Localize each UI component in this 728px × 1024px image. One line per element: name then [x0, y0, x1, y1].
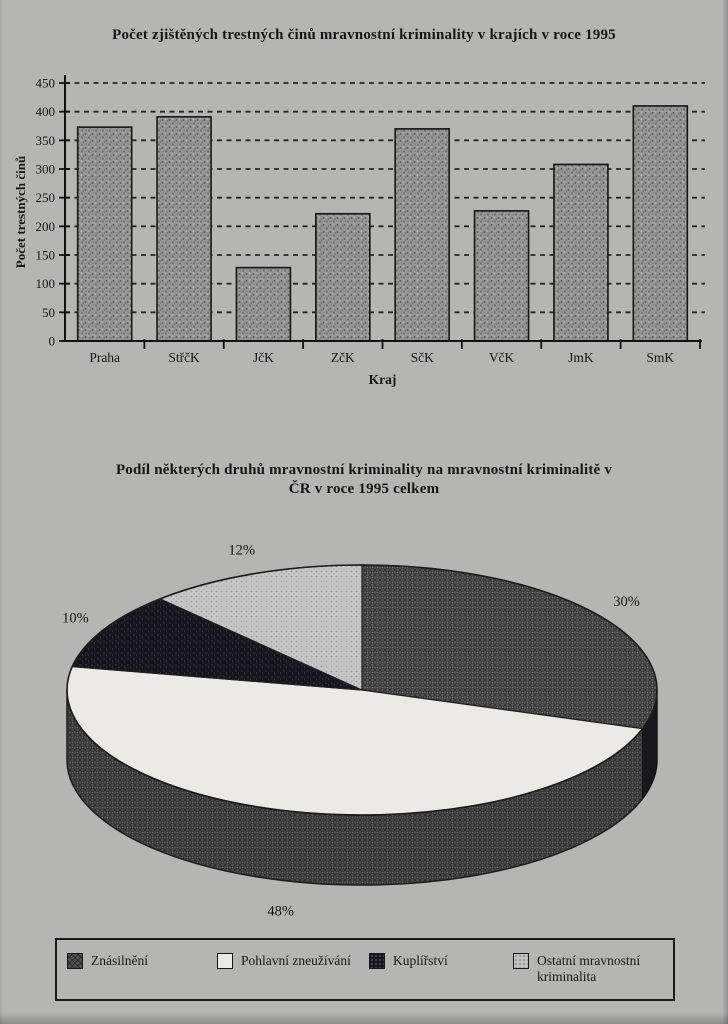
- x-category-label: StřčK: [168, 350, 200, 365]
- y-tick-label: 400: [36, 104, 56, 119]
- legend-swatch-crosshatch: [67, 953, 83, 969]
- legend-label: Pohlavní zneužívání: [241, 953, 351, 968]
- y-tick-label: 300: [36, 162, 56, 177]
- pie-chart-title-line2: ČR v roce 1995 celkem: [288, 481, 440, 497]
- legend-label: Ostatní mravnostní kriminalita: [537, 953, 641, 984]
- x-category-label: SčK: [411, 350, 435, 365]
- bar-střčk: [156, 116, 212, 342]
- x-category-label: VčK: [489, 350, 515, 365]
- y-tick-label: 350: [36, 133, 56, 148]
- y-tick-label: 250: [36, 190, 56, 205]
- y-tick-label: 100: [36, 276, 56, 291]
- pie-chart: 30% 48% 10% 12%: [62, 543, 658, 919]
- pie-percent-label: 48%: [267, 903, 294, 919]
- legend-item-1: Pohlavní zneužívání: [217, 953, 392, 969]
- legend-label: Kuplířství: [393, 953, 448, 968]
- x-category-label: Praha: [89, 350, 120, 365]
- legend-item-0: Znásilnění: [67, 953, 207, 969]
- bar-chart-title: Počet zjištěných trestných činů mravnost…: [112, 27, 616, 43]
- pie-percent-label: 12%: [228, 543, 255, 559]
- x-category-label: ZčK: [331, 350, 355, 365]
- x-category-label: JmK: [568, 350, 594, 365]
- legend-swatch-plain: [217, 953, 233, 969]
- bar-jčk: [235, 266, 292, 342]
- pie-percent-label: 30%: [613, 594, 640, 610]
- pie-chart-title: Podíl některých druhů mravnostní krimina…: [30, 461, 698, 499]
- legend-swatch-dots: [513, 953, 529, 969]
- legend-swatch-speckle: [369, 953, 385, 969]
- y-tick-label: 150: [36, 248, 56, 263]
- pie-percent-label: 10%: [62, 610, 89, 626]
- bar-sčk: [394, 128, 450, 342]
- bar-chart: 0 50 100 150 200 250 300 350 400 450 Praha StřčK JčK…: [36, 75, 705, 365]
- bar-včk: [473, 210, 530, 342]
- bar-praha: [76, 126, 133, 342]
- bar-chart-x-axis-label: Kraj: [368, 372, 397, 387]
- x-category-label: SmK: [646, 350, 674, 365]
- legend-label: Znásilnění: [91, 953, 148, 968]
- bar-jmk: [553, 163, 609, 342]
- pie-outline: [66, 564, 658, 816]
- y-tick-label: 200: [36, 219, 56, 234]
- x-category-label: JčK: [253, 350, 274, 365]
- y-tick-label: 50: [42, 305, 55, 320]
- pie-chart-title-line1: Podíl některých druhů mravnostní krimina…: [115, 462, 613, 478]
- bar-zčk: [315, 212, 371, 342]
- y-tick-label: 0: [49, 334, 56, 349]
- y-tick-label: 450: [36, 76, 56, 91]
- bar-smk: [632, 105, 689, 342]
- pie-legend: Znásilnění Pohlavní zneužívání Kuplířství O…: [55, 938, 675, 1001]
- legend-item-3: Ostatní mravnostní kriminalita: [513, 953, 663, 985]
- legend-item-2: Kuplířství: [369, 953, 489, 969]
